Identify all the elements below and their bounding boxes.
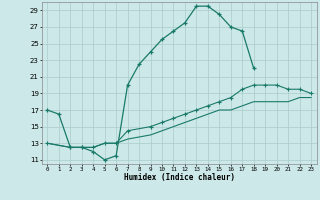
X-axis label: Humidex (Indice chaleur): Humidex (Indice chaleur) [124,173,235,182]
